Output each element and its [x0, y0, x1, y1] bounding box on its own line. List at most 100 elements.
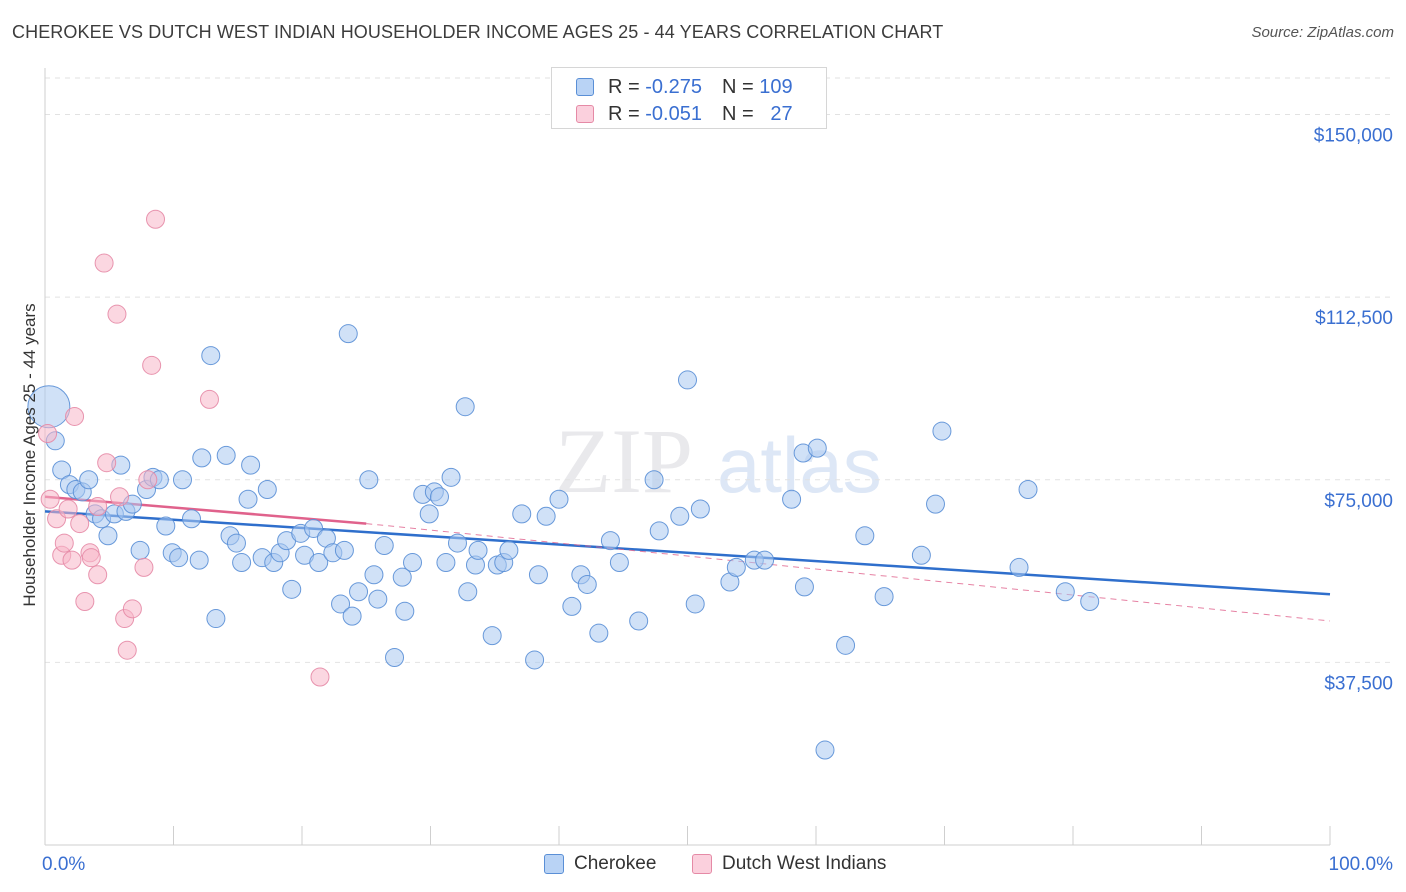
dutch-point — [88, 565, 108, 585]
cherokee-legend-swatch — [544, 854, 564, 874]
cherokee-point — [429, 487, 449, 507]
cherokee-legend-label: Cherokee — [574, 853, 657, 874]
cherokee-point — [172, 470, 192, 490]
dutch-point — [88, 497, 108, 517]
axes — [44, 68, 1331, 846]
cherokee-point — [206, 609, 226, 629]
gridlines — [45, 77, 1395, 663]
cherokee-point — [79, 470, 99, 490]
dutch-point — [70, 514, 90, 534]
cherokee-point — [458, 582, 478, 602]
dutch-point — [134, 557, 154, 577]
x-tick-label-min: 0.0% — [42, 854, 85, 875]
dutch-point — [138, 470, 158, 490]
cherokee-point — [257, 480, 277, 500]
dutch-point — [58, 499, 78, 519]
cherokee-point — [690, 499, 710, 519]
legend-r-value: -0.275 — [645, 75, 702, 98]
stats-legend: R = -0.275 N = 109 R = -0.051 N = 27 — [551, 67, 827, 129]
watermark: ZIP atlas — [555, 410, 882, 512]
legend-r-label: R = — [608, 102, 640, 125]
cherokee-point — [226, 533, 246, 553]
cherokee-point — [649, 521, 669, 541]
cherokee-point — [932, 421, 952, 441]
dutch-point — [65, 406, 85, 426]
cherokee-point — [282, 579, 302, 599]
watermark-zip: ZIP — [555, 410, 693, 512]
cherokee-point — [232, 553, 252, 573]
cherokee-point — [670, 506, 690, 526]
dutch-legend-swatch — [692, 854, 712, 874]
cherokee-swatch — [576, 78, 594, 96]
cherokee-point — [678, 370, 697, 390]
legend-row-cherokee: R = -0.275 N = 109 — [576, 74, 793, 100]
legend-n-value: 109 — [759, 75, 793, 98]
cherokee-point — [455, 397, 475, 417]
cherokee-point — [216, 445, 236, 465]
cherokee-point — [385, 648, 405, 668]
cherokee-point — [1018, 480, 1038, 500]
cherokee-point — [395, 601, 415, 621]
cherokee-point — [130, 540, 150, 560]
cherokee-point — [536, 506, 556, 526]
cherokee-point — [309, 553, 329, 573]
x-tick-label-max: 100.0% — [1329, 854, 1394, 875]
cherokee-point — [644, 470, 664, 490]
cherokee-point — [782, 489, 802, 509]
cherokee-point — [403, 553, 423, 573]
cherokee-point — [911, 545, 931, 565]
cherokee-point — [836, 635, 856, 655]
cherokee-point — [156, 516, 176, 536]
cherokee-point — [525, 650, 545, 670]
legend-item-dutch-west-indians[interactable]: Dutch West Indians — [692, 850, 886, 878]
y-tick-label: $75,000 — [1324, 491, 1393, 512]
dutch-point — [310, 667, 330, 687]
chart-title: CHEROKEE VS DUTCH WEST INDIAN HOUSEHOLDE… — [12, 22, 944, 42]
source-credit: Source: ZipAtlas.com — [1251, 24, 1394, 41]
legend-n-label: N = — [721, 75, 754, 98]
cherokee-point — [441, 467, 461, 487]
cherokee-point — [241, 455, 261, 475]
cherokee-point — [499, 540, 519, 560]
cherokee-point — [169, 548, 189, 568]
cherokee-point — [1009, 557, 1029, 577]
cherokee-point — [549, 489, 569, 509]
x-tick-labels: 0.0% 100.0% — [42, 854, 1393, 875]
cherokee-point — [392, 567, 412, 587]
dutch-point — [62, 550, 82, 570]
y-tick-labels: $37,500 $75,000 $112,500 $150,000 — [1314, 126, 1393, 695]
dutch-swatch — [576, 105, 594, 123]
legend-r-value: -0.051 — [645, 102, 702, 125]
dutch-trend-extension — [366, 523, 1331, 622]
y-axis-title: Householder Income Ages 25 - 44 years — [20, 303, 39, 606]
cherokee-point — [589, 623, 609, 643]
cherokee-point — [359, 470, 379, 490]
dutch-point — [38, 423, 58, 443]
cherokee-point — [926, 494, 946, 514]
cherokee-point — [374, 536, 394, 556]
cherokee-point — [512, 504, 532, 524]
cherokee-point — [349, 582, 369, 602]
dutch-point — [75, 592, 95, 612]
cherokee-point — [577, 574, 597, 594]
cherokee-point — [98, 526, 118, 546]
cherokee-point — [685, 594, 705, 614]
cherokee-point — [562, 596, 582, 616]
cherokee-point — [304, 518, 324, 538]
cherokee-point — [238, 489, 258, 509]
dutch-point — [94, 253, 114, 273]
cherokee-point — [528, 565, 548, 585]
cherokee-point — [419, 504, 439, 524]
cherokee-point — [334, 540, 354, 560]
legend-item-cherokee[interactable]: Cherokee — [544, 850, 656, 878]
cherokee-point — [807, 438, 827, 458]
legend-n-value: 27 — [770, 102, 793, 125]
cherokee-point — [815, 740, 835, 760]
cherokee-point — [600, 531, 620, 551]
cherokee-point — [338, 324, 358, 344]
cherokee-point — [364, 565, 384, 585]
cherokee-point — [447, 533, 467, 553]
data-points — [27, 209, 1100, 760]
cherokee-point — [342, 606, 362, 626]
cherokee-point — [1080, 592, 1100, 612]
